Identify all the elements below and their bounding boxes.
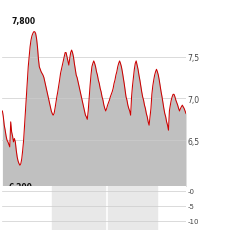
Text: Jan: Jan	[13, 186, 25, 195]
Bar	[52, 186, 105, 230]
Text: 7,800: 7,800	[12, 17, 36, 26]
Bar	[108, 186, 157, 230]
Text: Jul: Jul	[104, 186, 114, 195]
Text: Apr: Apr	[58, 186, 72, 195]
Text: 6,200: 6,200	[9, 182, 33, 191]
Text: Okt: Okt	[146, 186, 160, 195]
